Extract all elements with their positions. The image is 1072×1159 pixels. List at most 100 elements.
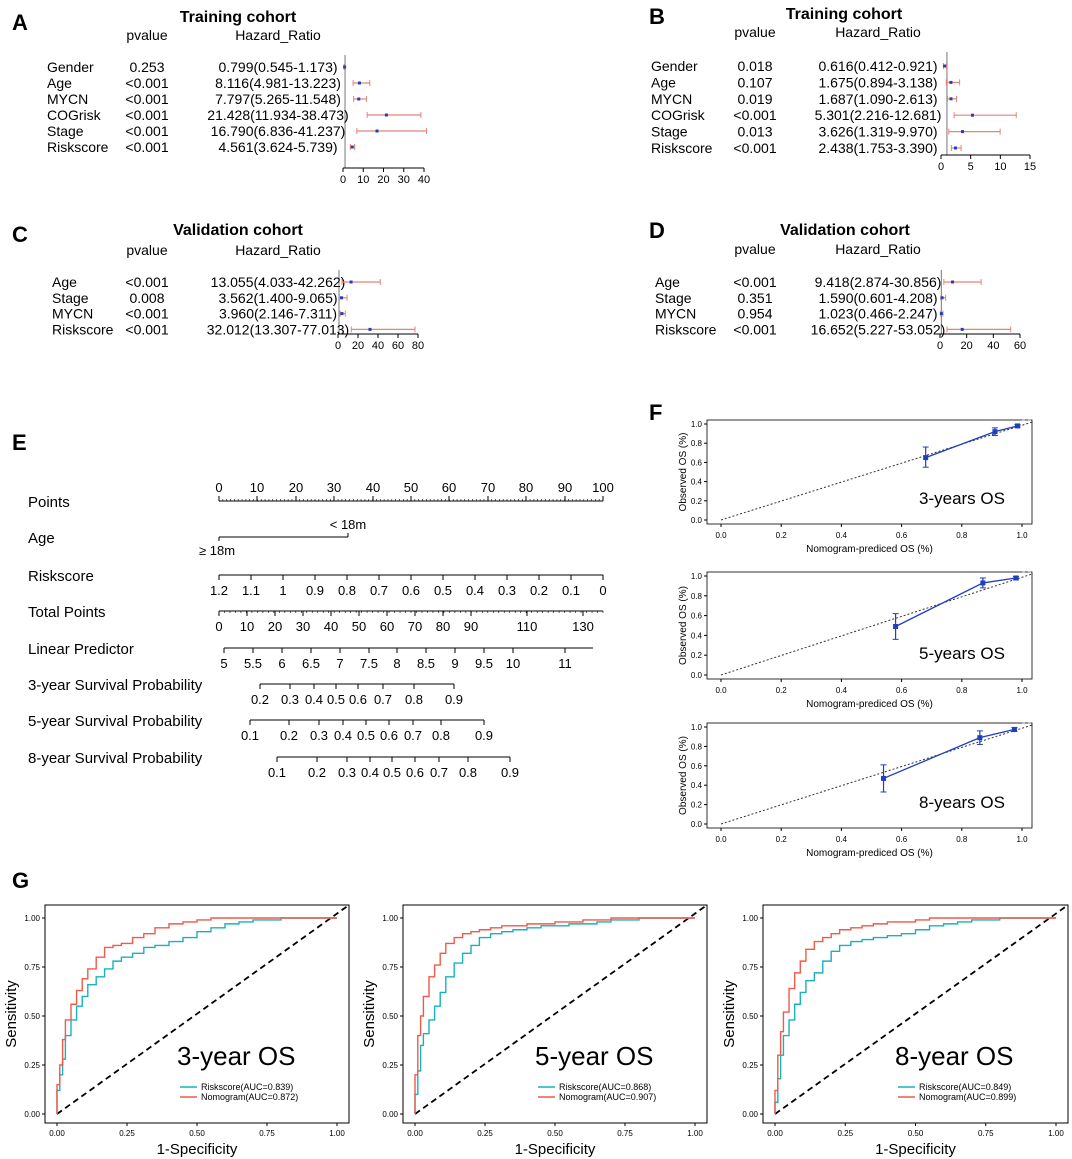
forest-x-tick-label-c: 80 xyxy=(412,340,424,352)
forest-row-hr-a: 21.428(11.934-38.473) xyxy=(207,107,348,123)
calibration-y-tick-label: 0.2 xyxy=(691,651,703,660)
calibration-curve xyxy=(895,577,1017,628)
calibration-y-label: Observed OS (%) xyxy=(678,433,689,512)
forest-row-label-b: Stage xyxy=(651,124,688,140)
nomogram-scale-label: Linear Predictor xyxy=(28,641,134,658)
roc-x-tick-label: 0.50 xyxy=(189,1129,205,1138)
forest-row-pvalue-c: 0.008 xyxy=(129,290,164,306)
roc-x-tick-label: 1.00 xyxy=(687,1129,703,1138)
nomogram-tick-label: 30 xyxy=(296,619,310,634)
forest-x-tick-label-b: 0 xyxy=(938,161,944,173)
forest-point-d xyxy=(940,296,944,300)
forest-x-tick-label-a: 30 xyxy=(398,174,410,186)
nomogram-tick-label: 0.8 xyxy=(405,692,423,707)
roc-y-label: Sensitivity xyxy=(721,980,738,1048)
forest-row-pvalue-b: 0.107 xyxy=(737,74,772,90)
nomogram-tick-label: 0.6 xyxy=(402,583,420,598)
forest-point-a xyxy=(350,145,354,149)
roc-y-tick-label: 0.00 xyxy=(742,1110,758,1119)
forest-row-pvalue-c: <0.001 xyxy=(125,306,168,322)
nomogram-tick-label: 0.1 xyxy=(241,728,259,743)
nomogram-tick-label: 0.4 xyxy=(305,692,323,707)
forest-point-a xyxy=(357,81,361,85)
nomogram-tick-label: 0.4 xyxy=(361,765,379,780)
calibration-frame xyxy=(706,571,1033,680)
calibration-x-tick-label: 0.0 xyxy=(715,686,727,695)
forest-row-hr-c: 3.960(2.146-7.311) xyxy=(219,306,337,322)
calibration-x-tick-label: 0.8 xyxy=(956,531,968,540)
calibration-x-tick-label: 0.8 xyxy=(956,686,968,695)
forest-row-pvalue-a: <0.001 xyxy=(125,123,168,139)
nomogram-scale-label: Age xyxy=(28,530,55,547)
forest-row-hr-a: 16.790(6.836-41.237) xyxy=(211,123,346,139)
panel-letter-a: A xyxy=(12,10,28,35)
nomogram-tick-label: 0.3 xyxy=(310,728,328,743)
nomogram-tick-label: 0.1 xyxy=(268,765,286,780)
nomogram-tick-label: 6 xyxy=(278,656,285,671)
calibration-point xyxy=(923,455,929,461)
roc-y-tick-label: 0.00 xyxy=(382,1110,398,1119)
forest-row-pvalue-b: <0.001 xyxy=(733,107,776,123)
roc-x-tick-label: 0.75 xyxy=(617,1129,633,1138)
nomogram-tick-label: 0.6 xyxy=(406,765,424,780)
forest-row-pvalue-a: <0.001 xyxy=(125,107,168,123)
calibration-frame xyxy=(706,722,1033,829)
forest-point-b xyxy=(961,130,965,134)
nomogram-tick-label: 40 xyxy=(324,619,338,634)
forest-row-pvalue-a: 0.253 xyxy=(129,59,164,75)
forest-point-a xyxy=(375,129,379,133)
forest-row-hr-a: 0.799(0.545-1.173) xyxy=(218,59,337,75)
roc-x-tick-label: 0.00 xyxy=(767,1129,783,1138)
forest-x-tick-label-c: 60 xyxy=(392,340,404,352)
forest-plot-c: Validation cohort pvalue Hazard_Ratio 0 20 40… xyxy=(52,222,424,352)
roc-plot-label: 3-year OS xyxy=(177,1041,296,1071)
forest-row-pvalue-c: <0.001 xyxy=(125,321,168,337)
calibration-point xyxy=(980,580,986,586)
nomogram-tick-label: 0.7 xyxy=(374,692,392,707)
nomogram-tick-label: 0 xyxy=(215,480,222,495)
nomogram-scale-label: Points xyxy=(28,494,70,511)
calibration-x-label: Nomogram-prediced OS (%) xyxy=(806,544,933,555)
forest-header-pvalue-a: pvalue xyxy=(126,27,167,43)
forest-row-label-a: Stage xyxy=(47,123,84,139)
nomogram-scale-label: 5-year Survival Probability xyxy=(28,713,203,730)
forest-x-tick-label-c: 0 xyxy=(335,340,341,352)
nomogram-tick-label: 70 xyxy=(481,480,495,495)
roc-plot-label: 8-year OS xyxy=(895,1041,1014,1071)
nomogram-tick-label: 50 xyxy=(352,619,366,634)
nomogram-tick-label: 70 xyxy=(408,619,422,634)
nomogram-tick-label: 90 xyxy=(464,619,478,634)
nomogram-tick-label: 1.1 xyxy=(242,583,260,598)
calibration-plot-label: 3-years OS xyxy=(919,489,1005,508)
roc-curve-riskscore xyxy=(414,917,695,1114)
roc-y-label: Sensitivity xyxy=(361,980,378,1048)
calibration-x-tick-label: 1.0 xyxy=(1016,531,1028,540)
nomogram-tick-label: 6.5 xyxy=(302,656,320,671)
forest-point-a xyxy=(357,97,361,101)
calibration-y-tick-label: 0.8 xyxy=(691,592,703,601)
nomogram-tick-label: 9 xyxy=(451,656,458,671)
forest-row-label-c: MYCN xyxy=(52,306,93,322)
nomogram-tick-label: 1.2 xyxy=(210,583,228,598)
forest-point-b xyxy=(943,64,947,68)
nomogram-tick-label: 0.4 xyxy=(466,583,484,598)
forest-point-d xyxy=(939,312,943,316)
nomogram-tick-label: < 18m xyxy=(330,517,367,532)
forest-row-pvalue-d: <0.001 xyxy=(733,321,776,337)
forest-header-hr-a: Hazard_Ratio xyxy=(235,27,321,43)
forest-x-tick-label-c: 40 xyxy=(372,340,384,352)
calibration-ideal-line xyxy=(720,573,1033,676)
forest-row-hr-c: 13.055(4.033-42.262) xyxy=(211,274,346,290)
forest-header-hr-d: Hazard_Ratio xyxy=(835,241,921,257)
calibration-x-label: Nomogram-prediced OS (%) xyxy=(806,699,933,710)
roc-curve-nomogram xyxy=(56,917,337,1114)
forest-x-tick-label-d: 60 xyxy=(1014,340,1026,352)
roc-y-tick-label: 1.00 xyxy=(382,914,398,923)
nomogram-tick-label: 130 xyxy=(572,619,594,634)
calibration-x-tick-label: 0.4 xyxy=(836,835,848,844)
forest-row-label-d: Stage xyxy=(655,290,692,306)
calibration-y-tick-label: 0.8 xyxy=(691,742,703,751)
nomogram-tick-label: 0.5 xyxy=(434,583,452,598)
calibration-y-tick-label: 0.0 xyxy=(691,671,703,680)
roc-x-tick-label: 0.50 xyxy=(908,1129,924,1138)
